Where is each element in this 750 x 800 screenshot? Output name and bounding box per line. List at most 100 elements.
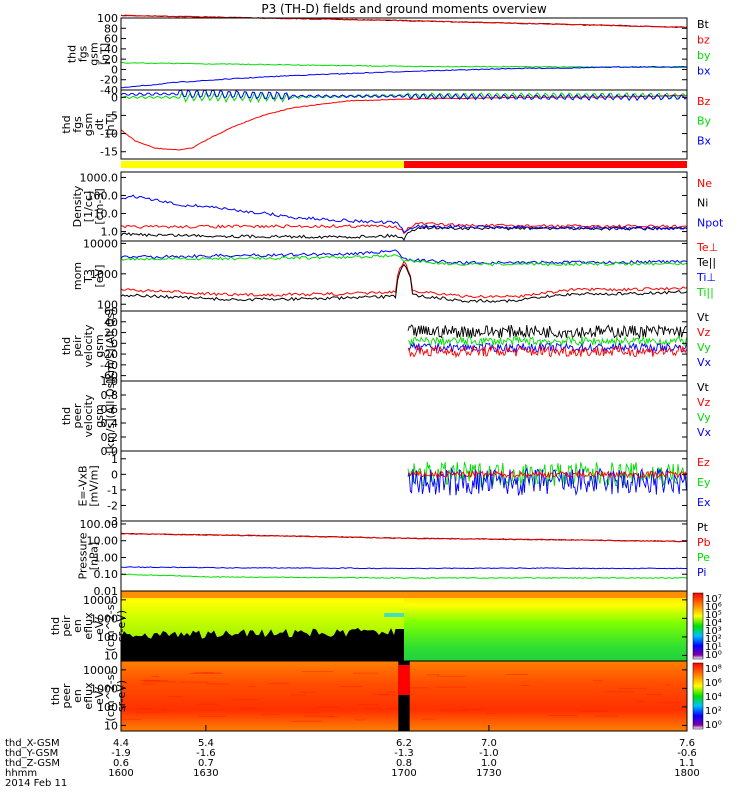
y-tick-label: -15 [100, 146, 118, 159]
y-tick-label: 1.0 [101, 226, 119, 239]
colorbar-tick-label: 10⁶ [705, 602, 722, 613]
spectrogram-streak [666, 684, 671, 686]
legend-entry: Vz [697, 326, 711, 339]
y-tick-label: 0.4 [101, 417, 119, 430]
series-group [121, 14, 687, 89]
chart-title: P3 (TH-D) fields and ground moments over… [261, 2, 546, 16]
spectrogram-streak [593, 680, 604, 682]
y-axis-label-line: [nPa] [88, 542, 101, 570]
spectrogram-streak [140, 683, 157, 685]
series-Te⊥ [121, 260, 687, 299]
series-Ti⊥ [121, 249, 687, 265]
y-axis-label-line: mom [71, 262, 84, 290]
legend-entry: Vx [697, 356, 712, 369]
spectrogram-streak [143, 681, 177, 683]
spectrogram-streak [198, 715, 227, 717]
series-group [121, 194, 687, 241]
y-tick-label: 0 [111, 468, 118, 481]
y-axis-label-line: [km/s](All Qs) [104, 308, 117, 383]
spectrogram-streak [261, 714, 280, 716]
x-tick-label: 1.0 [481, 758, 497, 769]
spectrogram-streak [618, 687, 648, 689]
spectrogram-band [121, 591, 687, 598]
spectrogram-streak [547, 714, 578, 716]
spectrogram-streak [178, 681, 209, 683]
series-by [121, 61, 687, 69]
y-tick-label: 100.0 [87, 189, 119, 202]
spectrogram-streak [122, 718, 142, 720]
series-Ni [121, 225, 687, 241]
legend-entry: Npot [697, 216, 724, 229]
colorbar: 10⁸ 10⁶ 10⁴ 10² 10⁰ [692, 662, 722, 731]
colorbar-tick-label: 10⁶ [705, 678, 722, 689]
y-axis-label-line: eflux [82, 682, 95, 710]
y-tick-label: 1000 [90, 682, 118, 695]
legend-entry: Pb [697, 536, 711, 549]
spectrogram-streak [328, 716, 339, 718]
series-Pe [121, 573, 687, 579]
spectrogram-streak [594, 715, 618, 717]
y-tick-label: -60 [100, 370, 118, 383]
x-tick-label: 0.8 [396, 758, 412, 769]
y-tick-label: 10000 [83, 237, 118, 250]
series-Pb [121, 532, 687, 543]
legend-entry: by [697, 49, 711, 62]
y-tick-label: 0 [111, 337, 118, 350]
legend-entry: Te⊥ [696, 241, 718, 254]
spectrogram-streak [580, 710, 608, 712]
spectrogram-streak [151, 675, 159, 677]
y-tick-label: -5 [107, 109, 118, 122]
colorbar-tick-label: 10³ [705, 626, 722, 637]
y-axis-label-line: peer [60, 683, 73, 709]
y-tick-label: 0 [111, 91, 118, 104]
colorbar-tick-label: 10¹ [705, 642, 722, 653]
colorbar-scale [692, 592, 704, 660]
panel-peer_spectrogram: 10⁸10⁶10⁴10²10⁰10000100010010thdpeerenef… [49, 660, 722, 732]
series-Vz [407, 344, 687, 359]
y-tick-label: -2 [107, 499, 118, 512]
panel-frame [120, 89, 688, 160]
y-axis-label-line: eV/ [93, 617, 106, 635]
spectrogram-streak [364, 708, 382, 710]
spectrogram-streak [167, 695, 183, 697]
spectrogram-streak [506, 674, 528, 676]
y-tick-label: -1 [107, 484, 118, 497]
y-axis-label-line: thd [49, 687, 62, 705]
y-tick-label: -20 [100, 74, 118, 87]
y-tick-label: 60 [104, 305, 118, 318]
x-tick-label: 7.6 [679, 738, 695, 749]
strip-segment [121, 161, 404, 168]
legend-entry: By [697, 115, 712, 128]
y-tick-label: 10 [104, 649, 118, 662]
y-axis-label-line: E=-VxB [77, 465, 90, 506]
spectrogram-streak [303, 712, 321, 714]
spectrogram-streak [385, 707, 407, 709]
y-tick-label: 0.8 [101, 389, 119, 402]
series-group [407, 324, 687, 359]
y-tick-label: 100 [97, 631, 118, 644]
colorbar-tick-label: 10⁸ [705, 664, 722, 675]
y-axis-label-line: [1/cc] [82, 191, 95, 222]
colorbar-tick-label: 10⁵ [705, 610, 722, 621]
series-bx [121, 65, 687, 89]
x-tick-label: 0.7 [198, 758, 214, 769]
series-Ey [407, 461, 687, 489]
y-tick-label: 0.0 [101, 445, 119, 458]
series-group [121, 89, 687, 151]
series-Ti|| [121, 253, 687, 267]
spectrogram-streak [194, 672, 214, 674]
spectrogram-streak [290, 694, 306, 696]
x-tick-label: -1.3 [394, 748, 414, 759]
series-Ex [407, 466, 687, 497]
spectrogram-streak [231, 699, 260, 701]
y-axis-label-line: T3 [82, 269, 95, 284]
spectrogram-streak [462, 708, 484, 710]
spectrogram-streak [267, 682, 289, 684]
legend-entry: Vx [697, 426, 712, 439]
y-axis-label-line: gsm [93, 404, 106, 427]
